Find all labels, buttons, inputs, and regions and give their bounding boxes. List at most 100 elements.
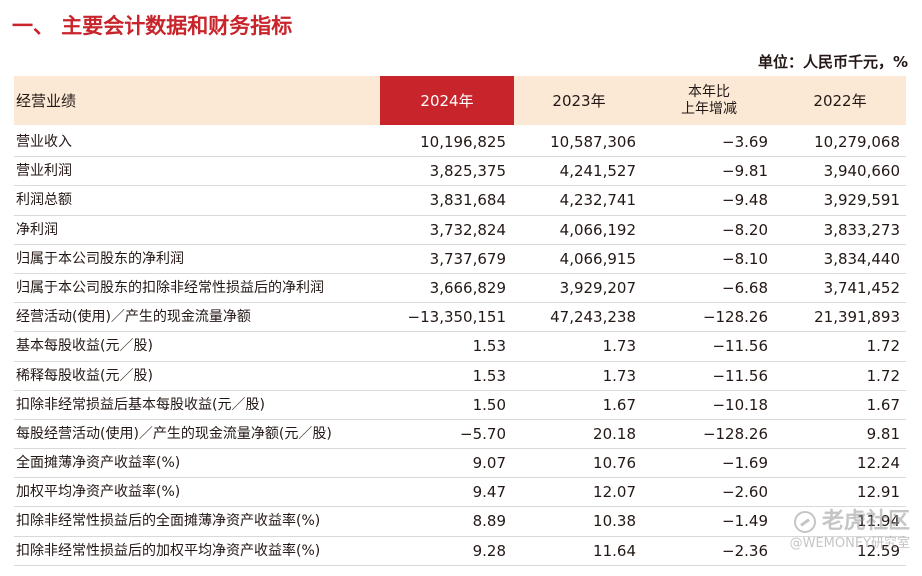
row-label: 全面摊薄净资产收益率(%) <box>16 455 181 472</box>
row-label: 扣除非经常性损益后的加权平均净资产收益率(%) <box>16 542 321 559</box>
value-2024: −5.70 <box>460 424 506 443</box>
table-body: 营业收入 10,196,825 10,587,306 −3.69 10,279,… <box>14 128 906 566</box>
header-2022: 2022年 <box>813 91 867 110</box>
value-change: −10.18 <box>712 395 768 414</box>
header-yoy-change: 本年比 上年增减 <box>644 76 774 125</box>
table-row: 归属于本公司股东的净利润 3,737,679 4,066,915 −8.10 3… <box>14 245 906 274</box>
value-change: −128.26 <box>702 308 768 327</box>
value-2024: 9.07 <box>472 454 506 473</box>
row-label: 归属于本公司股东的净利润 <box>16 250 184 267</box>
header-2023: 2023年 <box>552 91 606 110</box>
value-2024: 9.28 <box>472 541 506 560</box>
value-2024: 8.89 <box>472 512 506 531</box>
table-row: 扣除非经常性损益后的加权平均净资产收益率(%) 9.28 11.64 −2.36… <box>14 537 906 566</box>
value-2024: 10,196,825 <box>420 133 506 151</box>
row-label: 利润总额 <box>16 192 72 209</box>
value-change: −8.20 <box>722 220 768 239</box>
table-row: 经营活动(使用)／产生的现金流量净额 −13,350,151 47,243,23… <box>14 303 906 333</box>
header-2024: 2024年 <box>380 76 514 125</box>
value-change: −11.56 <box>712 337 768 356</box>
value-2022: 12.24 <box>857 454 900 473</box>
value-2023: 1.73 <box>602 337 636 356</box>
value-2022: 3,833,273 <box>823 220 900 239</box>
value-2023: 4,232,741 <box>559 191 636 210</box>
value-2023: 47,243,238 <box>550 308 636 327</box>
section-title: 一、 主要会计数据和财务指标 <box>12 14 293 38</box>
value-change: −9.48 <box>722 191 768 210</box>
value-2024: 1.53 <box>472 366 506 385</box>
row-label: 扣除非经常损益后基本每股收益(元／股) <box>16 396 265 413</box>
value-2024: 3,666,829 <box>429 278 506 297</box>
value-2022: 3,929,591 <box>823 191 900 210</box>
value-2022: 1.67 <box>866 395 900 414</box>
value-2022: 3,741,452 <box>823 278 900 297</box>
table-row: 净利润 3,732,824 4,066,192 −8.20 3,833,273 <box>14 216 906 245</box>
table-row: 扣除非经常损益后基本每股收益(元／股) 1.50 1.67 −10.18 1.6… <box>14 391 906 420</box>
value-2023: 10,587,306 <box>550 133 636 151</box>
value-2023: 3,929,207 <box>559 278 636 297</box>
value-2023: 10.38 <box>593 512 636 531</box>
value-2022: 12.59 <box>857 541 900 560</box>
value-2022: 10,279,068 <box>814 133 900 151</box>
row-label: 经营活动(使用)／产生的现金流量净额 <box>16 309 251 326</box>
value-2024: 3,825,375 <box>429 162 506 181</box>
value-change: −2.36 <box>722 541 768 560</box>
table-row: 基本每股收益(元／股) 1.53 1.73 −11.56 1.72 <box>14 332 906 362</box>
value-2022: 1.72 <box>866 366 900 385</box>
table-row: 营业收入 10,196,825 10,587,306 −3.69 10,279,… <box>14 128 906 158</box>
value-change: −1.49 <box>722 512 768 531</box>
value-2024: 1.50 <box>472 395 506 414</box>
value-change: −9.81 <box>722 162 768 181</box>
row-label: 净利润 <box>16 221 58 238</box>
value-2024: 3,737,679 <box>429 249 506 268</box>
value-change: −6.68 <box>722 278 768 297</box>
value-2024: 3,732,824 <box>429 220 506 239</box>
value-2022: 3,940,660 <box>823 162 900 181</box>
value-2022: 12.91 <box>857 483 900 502</box>
table-row: 营业利润 3,825,375 4,241,527 −9.81 3,940,660 <box>14 157 906 187</box>
value-2024: 9.47 <box>472 483 506 502</box>
value-change: −8.10 <box>722 249 768 268</box>
value-2023: 4,241,527 <box>559 162 636 181</box>
table-row: 稀释每股收益(元／股) 1.53 1.73 −11.56 1.72 <box>14 362 906 391</box>
table-row: 利润总额 3,831,684 4,232,741 −9.48 3,929,591 <box>14 186 906 216</box>
header-yoy-line2: 上年增减 <box>681 100 737 117</box>
table-row: 全面摊薄净资产收益率(%) 9.07 10.76 −1.69 12.24 <box>14 449 906 479</box>
row-label: 营业收入 <box>16 134 72 150</box>
row-label: 加权平均净资产收益率(%) <box>16 484 181 501</box>
table-row: 加权平均净资产收益率(%) 9.47 12.07 −2.60 12.91 <box>14 478 906 508</box>
table-row: 归属于本公司股东的扣除非经常性损益后的净利润 3,666,829 3,929,2… <box>14 274 906 304</box>
value-change: −1.69 <box>722 454 768 473</box>
header-yoy-line1: 本年比 <box>688 83 730 100</box>
row-label: 每股经营活动(使用)／产生的现金流量净额(元／股) <box>16 425 332 442</box>
value-2022: 11.94 <box>857 512 900 531</box>
value-change: −128.26 <box>702 424 768 443</box>
value-2023: 4,066,192 <box>559 220 636 239</box>
row-label: 扣除非经常性损益后的全面摊薄净资产收益率(%) <box>16 513 321 530</box>
value-change: −11.56 <box>712 366 768 385</box>
value-2023: 1.67 <box>602 395 636 414</box>
value-2023: 4,066,915 <box>559 249 636 268</box>
value-2023: 11.64 <box>593 541 636 560</box>
row-label: 归属于本公司股东的扣除非经常性损益后的净利润 <box>16 279 324 296</box>
value-2023: 20.18 <box>593 424 636 443</box>
value-2024: −13,350,151 <box>407 308 506 327</box>
value-2023: 12.07 <box>593 483 636 502</box>
table-row: 每股经营活动(使用)／产生的现金流量净额(元／股) −5.70 20.18 −1… <box>14 420 906 450</box>
value-change: −3.69 <box>722 133 768 151</box>
table-header: 经营业绩 2024年 2023年 本年比 上年增减 2022年 <box>14 76 906 125</box>
header-operating-results: 经营业绩 <box>16 91 77 110</box>
value-2024: 1.53 <box>472 337 506 356</box>
unit-label: 单位：人民币千元，% <box>757 53 908 71</box>
row-label: 营业利润 <box>16 163 72 180</box>
value-2022: 3,834,440 <box>823 249 900 268</box>
table-row: 扣除非经常性损益后的全面摊薄净资产收益率(%) 8.89 10.38 −1.49… <box>14 507 906 537</box>
value-2023: 10.76 <box>593 454 636 473</box>
row-label: 基本每股收益(元／股) <box>16 338 153 355</box>
value-2023: 1.73 <box>602 366 636 385</box>
value-2022: 21,391,893 <box>814 308 900 327</box>
value-change: −2.60 <box>722 483 768 502</box>
value-2022: 9.81 <box>866 424 900 443</box>
row-label: 稀释每股收益(元／股) <box>16 367 153 384</box>
value-2024: 3,831,684 <box>429 191 506 210</box>
